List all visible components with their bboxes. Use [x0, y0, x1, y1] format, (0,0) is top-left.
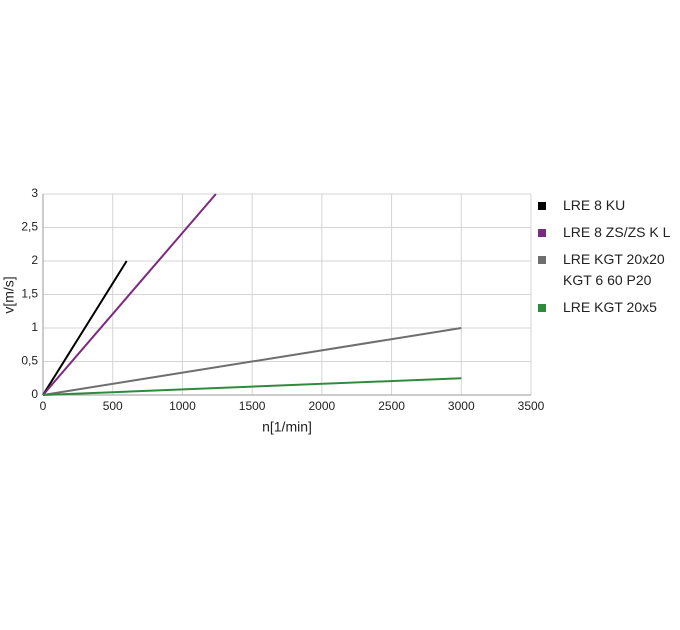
- x-axis-label: n[1/min]: [262, 419, 312, 435]
- legend-label: LRE KGT 20x20 KGT 6 60 P20: [563, 251, 665, 288]
- y-tick-label: 1: [31, 320, 38, 334]
- x-tick-label: 2000: [309, 399, 336, 413]
- y-tick-label: 0,5: [21, 354, 38, 368]
- y-tick-label: 2: [31, 253, 38, 267]
- series-line: [42, 377, 462, 396]
- legend-marker: [538, 202, 546, 210]
- x-tick-label: 3500: [518, 399, 545, 413]
- x-tick-label: 500: [103, 399, 123, 413]
- legend-label: LRE 8 KU: [563, 197, 625, 213]
- x-tick-label: 1000: [169, 399, 196, 413]
- legend-marker: [538, 256, 546, 264]
- series-line: [42, 260, 128, 396]
- legend-label: LRE KGT 20x5: [563, 299, 657, 315]
- y-tick-label: 2,5: [21, 220, 38, 234]
- legend-marker: [538, 304, 546, 312]
- series-line: [42, 193, 217, 396]
- legend-marker: [538, 229, 546, 237]
- y-tick-label: 3: [31, 186, 38, 200]
- series-line: [42, 327, 462, 396]
- y-axis-label: v[m/s]: [1, 276, 17, 313]
- y-tick-label: 0: [31, 387, 38, 401]
- x-tick-label: 3000: [448, 399, 475, 413]
- x-tick-label: 1500: [239, 399, 266, 413]
- y-tick-label: 1,5: [21, 287, 38, 301]
- x-tick-label: 0: [40, 399, 47, 413]
- legend-label: LRE 8 ZS/ZS K L: [563, 224, 671, 240]
- x-tick-label: 2500: [378, 399, 405, 413]
